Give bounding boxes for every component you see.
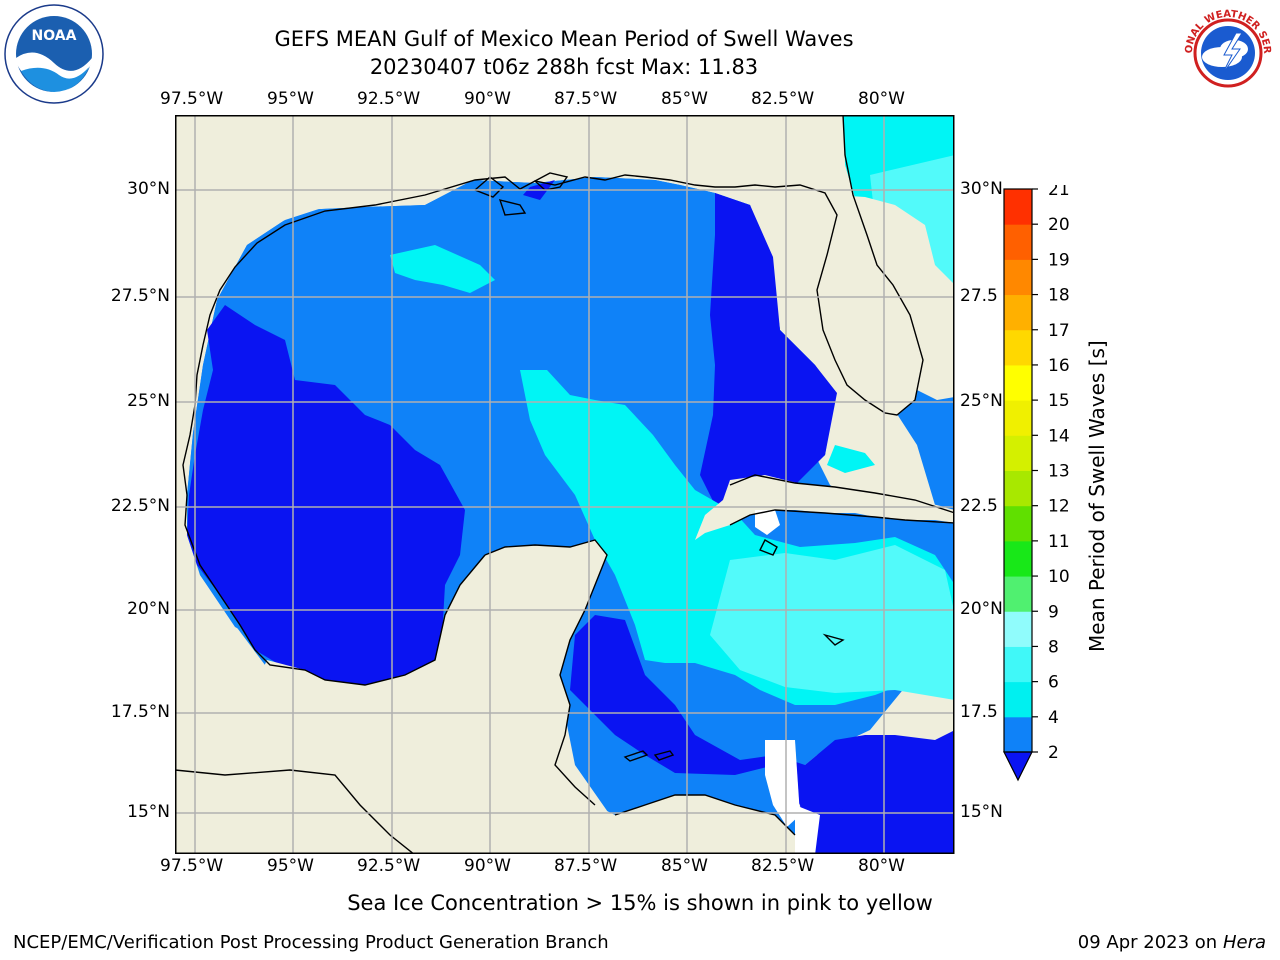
lon-label-top-95w: 95°W (267, 89, 314, 109)
colorbar-band-16 (1004, 329, 1032, 366)
noaa-logo: NOAA (4, 4, 104, 104)
colorbar-band-15 (1004, 364, 1032, 401)
lat-label-right-22.5: 22.5 (960, 496, 998, 516)
footer-date-host: 09 Apr 2023 on Hera (1078, 932, 1266, 953)
colorbar-band-13 (1004, 435, 1032, 471)
colorbar-tick-label-14: 14 (1048, 426, 1070, 446)
colorbar-band-10 (1004, 540, 1032, 577)
lon-label-bottom-82.5w: 82.5°W (751, 856, 815, 876)
lon-label-bottom-87.5w: 87.5°W (554, 856, 618, 876)
lon-label-top-87.5w: 87.5°W (554, 89, 618, 109)
lat-label-right-15n: 15°N (960, 802, 1003, 822)
sea-ice-note: Sea Ice Concentration > 15% is shown in … (347, 891, 933, 915)
lat-label-right-25n: 25°N (960, 391, 1003, 411)
lat-label-left-25n: 25°N (127, 391, 170, 411)
colorbar-tick-label-19: 19 (1048, 250, 1070, 270)
colorbar-band-20 (1004, 189, 1032, 225)
lon-label-bottom-92.5w: 92.5°W (357, 856, 421, 876)
lat-label-right-30n: 30°N (960, 179, 1003, 199)
lon-label-top-92.5w: 92.5°W (357, 89, 421, 109)
lat-label-left-17.5n: 17.5°N (110, 702, 170, 722)
lat-label-right-17.5: 17.5 (960, 702, 998, 722)
colorbar-band-12 (1004, 470, 1032, 507)
lat-label-right-20n: 20°N (960, 599, 1003, 619)
colorbar-band-18 (1004, 259, 1032, 296)
colorbar-ticks: 2 4 6 8 9 10 11 12 13 14 15 16 17 18 19 20 21 (1032, 185, 1070, 763)
colorbar-band-17 (1004, 294, 1032, 331)
colorbar-label: Mean Period of Swell Waves [s] (1085, 340, 1109, 652)
colorbar-tick-label-16: 16 (1048, 356, 1070, 376)
map-frame (175, 115, 955, 854)
lat-label-left-22.5n: 22.5°N (110, 496, 170, 516)
lat-label-left-15n: 15°N (127, 802, 170, 822)
coastlines (175, 115, 954, 853)
lon-label-top-82.5w: 82.5°W (751, 89, 815, 109)
noaa-logo-text: NOAA (32, 28, 77, 44)
colorbar-tick-label-2: 2 (1048, 743, 1059, 763)
chart-title: GEFS MEAN Gulf of Mexico Mean Period of … (274, 27, 854, 51)
colorbar-tick-label-17: 17 (1048, 321, 1070, 341)
lon-label-bottom-85w: 85°W (661, 856, 708, 876)
map-gridlines (175, 115, 954, 853)
colorbar-band-8 (1004, 611, 1032, 647)
colorbar-band-6 (1004, 646, 1032, 683)
colorbar-tick-label-10: 10 (1048, 567, 1070, 587)
colorbar-tick-label-11: 11 (1048, 532, 1070, 552)
footer-credit: NCEP/EMC/Verification Post Processing Pr… (13, 932, 609, 953)
colorbar-band-11 (1004, 505, 1032, 542)
colorbar-band-2 (1004, 716, 1032, 753)
lon-label-bottom-95w: 95°W (267, 856, 314, 876)
gulf-swell-dark-east (700, 193, 837, 505)
lat-label-left-20n: 20°N (127, 599, 170, 619)
chart-subtitle-run-info: 20230407 t06z 288h fcst Max: 11.83 (369, 55, 759, 79)
lon-label-bottom-80w: 80°W (858, 856, 905, 876)
lon-label-bottom-97.5w: 97.5°W (160, 856, 224, 876)
colorbar-tick-label-8: 8 (1048, 637, 1059, 657)
caribbean-swell-lightcyan (710, 545, 954, 700)
lon-label-top-90w: 90°W (464, 89, 511, 109)
lat-label-left-27.5n: 27.5°N (110, 286, 170, 306)
colorbar-tick-label-4: 4 (1048, 708, 1059, 728)
colorbar-tick-label-12: 12 (1048, 497, 1070, 517)
lat-label-right-27.5: 27.5 (960, 286, 998, 306)
colorbar-tick-label-13: 13 (1048, 462, 1070, 482)
colorbar-band-4 (1004, 681, 1032, 718)
nws-logo: NATIONAL WEATHER SERVICE (1178, 3, 1276, 101)
colorbar-band-9 (1004, 576, 1032, 612)
colorbar-extend-triangle (1003, 751, 1033, 782)
lon-label-top-80w: 80°W (858, 89, 905, 109)
lon-label-top-97.5w: 97.5°W (160, 89, 224, 109)
colorbar: 2 4 6 8 9 10 11 12 13 14 15 16 17 18 19 20 21 (1003, 185, 1070, 782)
footer-host: Hera (1222, 932, 1266, 953)
colorbar-band-14 (1004, 400, 1032, 436)
colorbar-tick-label-9: 9 (1048, 602, 1059, 622)
gulf-of-mexico-map (175, 115, 955, 854)
colorbar-tick-label-6: 6 (1048, 673, 1059, 693)
north-america-land (175, 115, 954, 495)
colorbar-band-19 (1004, 224, 1032, 260)
colorbar-tick-label-20: 20 (1048, 215, 1070, 235)
caribbean-swell-dark (570, 615, 954, 853)
footer-date: 09 Apr 2023 on (1077, 932, 1223, 953)
colorbar-tick-label-15: 15 (1048, 391, 1070, 411)
colorbar-tick-label-21: 21 (1048, 185, 1070, 200)
lon-label-top-85w: 85°W (661, 89, 708, 109)
colorbar-bands (1003, 188, 1033, 782)
lat-label-left-30n: 30°N (127, 179, 170, 199)
lon-label-bottom-90w: 90°W (464, 856, 511, 876)
colorbar-tick-label-18: 18 (1048, 286, 1070, 306)
